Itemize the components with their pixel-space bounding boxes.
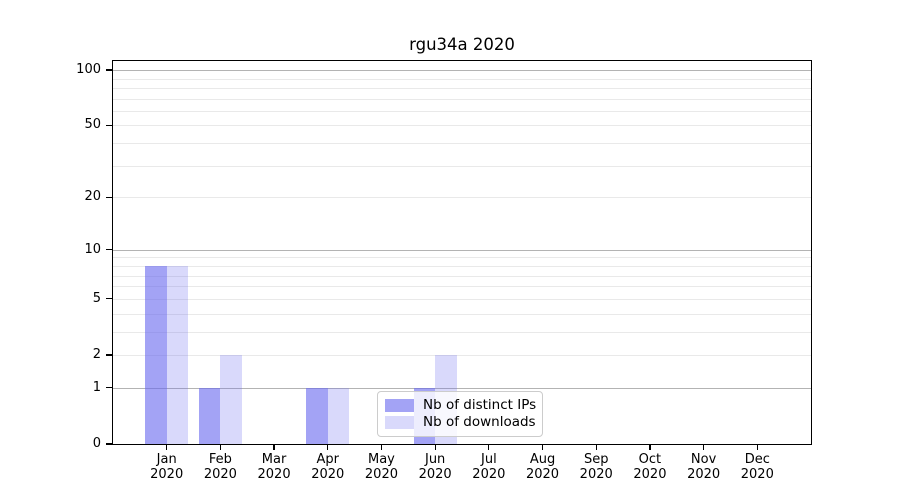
x-tick-month: May bbox=[368, 452, 395, 467]
x-tick-month: Mar bbox=[261, 452, 287, 467]
gridline-minor bbox=[113, 125, 811, 127]
legend-entry-distinct-ips: Nb of distinct IPs bbox=[385, 397, 537, 414]
gridline-minor bbox=[113, 98, 811, 100]
plot-area bbox=[113, 61, 811, 444]
y-tick-mark bbox=[106, 124, 113, 127]
y-tick-label: 20 bbox=[84, 189, 101, 205]
bar bbox=[166, 265, 189, 444]
x-tick-month: Dec bbox=[744, 452, 770, 467]
x-tick-year: 2020 bbox=[579, 467, 613, 482]
y-tick-mark bbox=[106, 354, 113, 356]
x-tick-month: Jun bbox=[424, 452, 446, 467]
x-tick-mark bbox=[649, 444, 651, 450]
x-tick-label: Oct 2020 bbox=[620, 452, 680, 482]
y-tick-mark bbox=[106, 298, 113, 300]
gridline-minor bbox=[113, 78, 811, 80]
legend-label: Nb of downloads bbox=[423, 414, 536, 430]
gridline-major bbox=[113, 249, 811, 251]
legend: Nb of distinct IPs Nb of downloads bbox=[377, 391, 543, 437]
x-tick-label: Dec 2020 bbox=[727, 452, 787, 482]
bar bbox=[220, 354, 242, 444]
gridline-minor bbox=[113, 197, 811, 199]
x-tick-mark bbox=[756, 444, 758, 450]
y-tick-label: 5 bbox=[92, 290, 101, 306]
gridline-minor bbox=[113, 313, 811, 315]
x-tick-year: 2020 bbox=[257, 467, 291, 482]
x-tick-month: Oct bbox=[638, 452, 662, 467]
x-tick-label: Jul 2020 bbox=[459, 452, 519, 482]
x-tick-label: Mar 2020 bbox=[244, 452, 304, 482]
x-tick-label: May 2020 bbox=[351, 452, 411, 482]
x-tick-year: 2020 bbox=[311, 467, 345, 482]
x-tick-label: Sep 2020 bbox=[566, 452, 626, 482]
gridline-minor bbox=[113, 165, 811, 167]
x-tick-mark bbox=[703, 444, 705, 450]
x-tick-month: Nov bbox=[690, 452, 717, 467]
gridline-minor bbox=[113, 87, 811, 89]
x-tick-mark bbox=[380, 444, 383, 450]
x-tick-year: 2020 bbox=[418, 467, 452, 482]
chart-title: rgu34a 2020 bbox=[409, 35, 515, 54]
gridline-minor bbox=[113, 257, 811, 259]
x-tick-month: Feb bbox=[208, 452, 232, 467]
x-tick-month: Sep bbox=[583, 452, 609, 467]
x-tick-year: 2020 bbox=[364, 467, 398, 482]
x-tick-month: Aug bbox=[529, 452, 556, 467]
x-tick-mark bbox=[488, 444, 490, 450]
x-tick-label: Jan 2020 bbox=[137, 452, 197, 482]
gridline-minor bbox=[113, 331, 811, 333]
x-tick-month: Jul bbox=[481, 452, 497, 467]
y-tick-label: 2 bbox=[92, 346, 101, 362]
bar bbox=[145, 265, 167, 444]
x-tick-year: 2020 bbox=[203, 467, 237, 482]
bar bbox=[327, 387, 350, 444]
gridline-minor bbox=[113, 286, 811, 288]
legend-entry-downloads: Nb of downloads bbox=[385, 414, 536, 431]
y-tick-mark bbox=[106, 443, 113, 445]
x-tick-label: Nov 2020 bbox=[674, 452, 734, 482]
x-tick-year: 2020 bbox=[633, 467, 667, 482]
legend-label: Nb of distinct IPs bbox=[423, 397, 537, 413]
legend-swatch-downloads-icon bbox=[385, 416, 414, 429]
gridline-minor bbox=[113, 143, 811, 145]
gridline-minor bbox=[113, 275, 811, 277]
x-tick-mark bbox=[434, 444, 436, 450]
x-tick-year: 2020 bbox=[525, 467, 560, 482]
bar bbox=[306, 387, 328, 444]
x-tick-mark bbox=[327, 444, 329, 450]
x-tick-mark bbox=[219, 444, 221, 450]
y-tick-label: 50 bbox=[84, 117, 101, 133]
x-tick-mark bbox=[595, 444, 597, 450]
x-tick-month: Jan bbox=[156, 452, 177, 467]
x-tick-year: 2020 bbox=[472, 467, 506, 482]
x-tick-mark bbox=[273, 444, 275, 450]
gridline-minor bbox=[113, 110, 811, 112]
gridline-major bbox=[113, 387, 811, 389]
x-tick-month: Apr bbox=[316, 452, 340, 467]
bar bbox=[198, 387, 221, 444]
y-tick-mark bbox=[106, 69, 113, 71]
x-tick-label: Jun 2020 bbox=[405, 452, 465, 482]
legend-swatch-distinct-ips-icon bbox=[385, 399, 414, 412]
x-tick-year: 2020 bbox=[150, 467, 184, 482]
x-tick-mark bbox=[166, 444, 168, 450]
gridline-major bbox=[113, 70, 811, 72]
x-tick-year: 2020 bbox=[687, 467, 721, 482]
y-tick-mark bbox=[106, 249, 113, 251]
x-tick-year: 2020 bbox=[740, 467, 774, 482]
y-tick-label: 100 bbox=[76, 62, 101, 78]
y-tick-mark bbox=[106, 196, 113, 198]
y-tick-mark bbox=[106, 387, 113, 389]
gridline-minor bbox=[113, 265, 811, 267]
y-tick-label: 1 bbox=[92, 379, 101, 395]
x-tick-mark bbox=[541, 444, 544, 450]
gridline-minor bbox=[113, 298, 811, 300]
x-tick-label: Feb 2020 bbox=[190, 452, 250, 482]
x-tick-label: Aug 2020 bbox=[513, 452, 573, 482]
y-tick-label: 10 bbox=[84, 241, 101, 257]
y-tick-label: 0 bbox=[92, 436, 101, 451]
gridline-minor bbox=[113, 354, 811, 356]
x-tick-label: Apr 2020 bbox=[298, 452, 358, 482]
